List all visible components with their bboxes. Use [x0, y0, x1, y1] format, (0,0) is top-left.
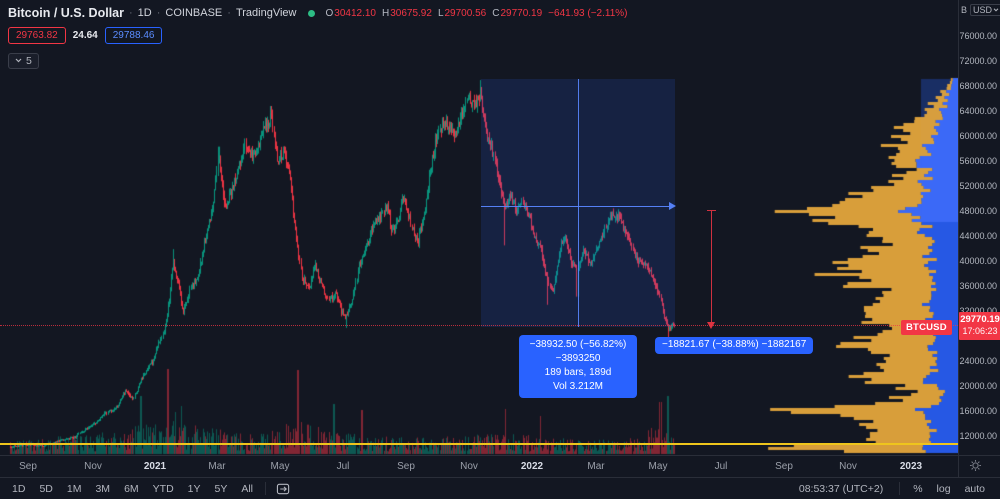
exchange-label: COINBASE: [165, 7, 223, 19]
chart-legend: Bitcoin / U.S. Dollar · 1D · COINBASE · …: [8, 6, 628, 69]
clock-button[interactable]: 08:53:37 (UTC+2): [798, 482, 884, 495]
auto-scale-button[interactable]: auto: [964, 482, 985, 495]
time-axis[interactable]: Sep Nov 2021 Mar May Jul Sep Nov 2022 Mar May Jul Se…: [0, 455, 1000, 478]
ohlc-values: O30412.10 H30675.92 L29700.56 C29770.19 …: [325, 7, 628, 19]
last-price-dotted-line: [0, 325, 958, 326]
measure-center-line: [578, 79, 579, 327]
time-tick-year: 2021: [143, 461, 167, 472]
interval-label[interactable]: 1D: [137, 7, 152, 19]
percent-scale-button[interactable]: %: [913, 482, 923, 495]
price-tick: 40000.00: [959, 256, 997, 266]
drop-range-label[interactable]: −18821.67 (−38.88%) −1882167: [655, 337, 814, 354]
time-tick-month: Mar: [208, 461, 226, 472]
time-tick-month: Sep: [397, 461, 415, 472]
price-drop-arrow-cap: [707, 210, 716, 211]
bid-price-button[interactable]: 29763.82: [8, 27, 66, 44]
price-axis[interactable]: B USD D 76000.00 72000.00 68000.00 64000.00…: [958, 0, 1000, 455]
measure-bars-text: 189 bars, 189d: [544, 367, 612, 378]
candlestick-volume-profile-canvas: [0, 0, 958, 455]
time-tick-month: Mar: [587, 461, 605, 472]
time-tick-month: May: [270, 461, 290, 472]
range-button-5y[interactable]: 5Y: [214, 482, 228, 495]
time-tick-month: Jul: [336, 461, 350, 472]
measure-range-text: −38932.50 (−56.82%) −3893250: [529, 339, 627, 364]
close-value: 29770.19: [500, 7, 543, 19]
legend-collapse-button[interactable]: 5: [8, 52, 39, 69]
range-selector: 1D 5D 1M 3M 6M YTD 1Y 5Y All: [0, 481, 259, 497]
time-tick-month: Jul: [714, 461, 728, 472]
log-scale-button[interactable]: log: [936, 482, 951, 495]
divider: [899, 482, 901, 495]
unit-btc-button[interactable]: B: [961, 5, 968, 15]
open-value: 30412.10: [334, 7, 376, 19]
price-tick: 12000.00: [959, 431, 997, 441]
price-tick: 16000.00: [959, 406, 997, 416]
market-status-dot-icon[interactable]: [308, 9, 316, 17]
chevron-down-icon: [15, 58, 22, 63]
range-button-ytd[interactable]: YTD: [152, 482, 174, 495]
range-button-3m[interactable]: 3M: [95, 482, 111, 495]
footer-toolbar: 1D 5D 1M 3M 6M YTD 1Y 5Y All 08:53:37 (UTC+2) % …: [0, 477, 1000, 499]
chart-settings-gear-icon[interactable]: [969, 459, 985, 475]
time-tick-month: May: [648, 461, 668, 472]
range-button-all[interactable]: All: [241, 482, 254, 495]
bar-countdown: 17:06:23: [962, 326, 998, 336]
time-tick-year: 2023: [899, 461, 923, 472]
price-tick: 64000.00: [959, 106, 997, 116]
measure-right-arrow-icon: [669, 202, 676, 210]
time-tick-month: Nov: [460, 461, 478, 472]
range-button-1y[interactable]: 1Y: [187, 482, 201, 495]
price-tick: 44000.00: [959, 231, 997, 241]
go-to-date-button[interactable]: [272, 481, 295, 497]
time-tick-month: Nov: [839, 461, 857, 472]
price-tick: 52000.00: [959, 181, 997, 191]
symbol-title[interactable]: Bitcoin / U.S. Dollar: [8, 6, 124, 20]
range-button-5d[interactable]: 5D: [39, 482, 53, 495]
price-tick: 68000.00: [959, 81, 997, 91]
price-tick: 72000.00: [959, 56, 997, 66]
price-tick: 36000.00: [959, 281, 997, 291]
price-tick: 60000.00: [959, 131, 997, 141]
measure-volume-text: Vol 3.212M: [552, 381, 604, 392]
price-tick: 20000.00: [959, 381, 997, 391]
price-tick: 24000.00: [959, 356, 997, 366]
time-tick-month: Sep: [775, 461, 793, 472]
time-tick-month: Sep: [19, 461, 37, 472]
change-value: −641.93 (−2.11%): [548, 7, 628, 19]
low-value: 29700.56: [444, 7, 487, 19]
time-tick-month: Nov: [84, 461, 102, 472]
price-tick: 32000.00: [959, 306, 997, 316]
footer-status: 08:53:37 (UTC+2) % log auto: [799, 481, 1000, 497]
spread-value: 24.64: [72, 30, 98, 41]
last-price-label[interactable]: 29770.19 17:06:23: [959, 312, 1000, 340]
brand-label: TradingView: [235, 7, 297, 19]
price-tick: 48000.00: [959, 206, 997, 216]
last-price-value: 29770.19: [960, 314, 1000, 325]
chart-pane[interactable]: −38932.50 (−56.82%) −3893250 189 bars, 1…: [0, 0, 958, 455]
axis-corner-divider: [958, 456, 959, 478]
unit-currency-button[interactable]: USD: [970, 4, 1000, 16]
axis-unit-toolbar: B USD D: [961, 4, 1000, 16]
range-button-6m[interactable]: 6M: [124, 482, 139, 495]
chevron-down-icon: [993, 8, 999, 12]
range-button-1m[interactable]: 1M: [66, 482, 82, 495]
high-value: 30675.92: [390, 7, 432, 19]
drop-range-text: −18821.67 (−38.88%) −1882167: [662, 339, 807, 350]
range-button-1d[interactable]: 1D: [12, 482, 26, 495]
divider: [265, 482, 267, 495]
symbol-price-badge: BTCUSD: [901, 320, 952, 335]
measure-price-line: [481, 206, 669, 207]
time-tick-year: 2022: [520, 461, 544, 472]
price-drop-arrow[interactable]: [711, 211, 712, 322]
price-tick: 76000.00: [959, 31, 997, 41]
ask-price-button[interactable]: 29788.46: [104, 27, 163, 44]
horizontal-yellow-trendline[interactable]: [0, 443, 958, 445]
measure-stats-label[interactable]: −38932.50 (−56.82%) −3893250 189 bars, 1…: [519, 335, 637, 398]
price-tick: 56000.00: [959, 156, 997, 166]
